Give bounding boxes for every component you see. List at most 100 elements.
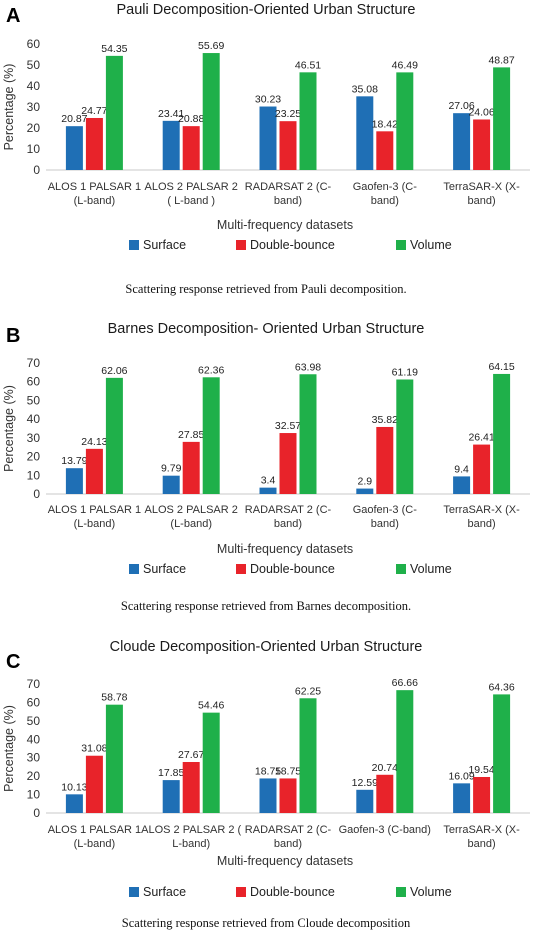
bar-surface bbox=[356, 488, 374, 494]
y-tick-label: 0 bbox=[33, 806, 40, 820]
y-tick-label: 10 bbox=[27, 788, 41, 802]
x-tick-label: RADARSAT 2 (C- bbox=[245, 181, 332, 193]
chart-title: Cloude Decomposition-Oriented Urban Stru… bbox=[110, 639, 423, 655]
bar-double-bounce bbox=[279, 778, 297, 813]
data-label: 20.88 bbox=[178, 113, 204, 125]
figure-caption: Scattering response retrieved from Cloud… bbox=[122, 916, 411, 930]
x-tick-label: ALOS 2 PALSAR 2 bbox=[145, 181, 238, 193]
data-label: 20.87 bbox=[61, 113, 87, 125]
data-label: 23.25 bbox=[275, 108, 301, 120]
bar-double-bounce bbox=[85, 755, 103, 813]
data-label: 63.98 bbox=[295, 361, 321, 373]
x-axis-label: Multi-frequency datasets bbox=[217, 854, 353, 868]
data-label: 27.67 bbox=[178, 749, 204, 761]
data-label: 19.54 bbox=[468, 764, 494, 776]
bar-volume bbox=[493, 694, 511, 813]
bar-double-bounce bbox=[376, 426, 394, 494]
x-tick-label: (L-band) bbox=[74, 518, 116, 530]
y-tick-label: 30 bbox=[27, 751, 41, 765]
legend-entry: Double-bounce bbox=[250, 238, 335, 252]
y-tick-label: 70 bbox=[27, 677, 41, 691]
legend-swatch bbox=[129, 240, 139, 250]
y-tick-label: 60 bbox=[27, 37, 41, 51]
x-tick-label: (L-band) bbox=[74, 195, 116, 207]
bar-surface bbox=[356, 96, 374, 170]
legend-entry: Volume bbox=[410, 885, 452, 899]
chart-panel-a: A Pauli Decomposition-Oriented Urban Stru… bbox=[2, 2, 530, 296]
bar-surface bbox=[259, 106, 277, 170]
bar-volume bbox=[493, 67, 511, 170]
y-tick-label: 10 bbox=[27, 468, 41, 482]
bar-volume bbox=[105, 704, 123, 813]
y-tick-label: 0 bbox=[33, 163, 40, 177]
y-tick-label: 50 bbox=[27, 714, 41, 728]
x-tick-label: Gaofen-3 (C- bbox=[353, 181, 418, 193]
figure-caption: Scattering response retrieved from Pauli… bbox=[125, 282, 406, 296]
chart-panel-b: B Barnes Decomposition- Oriented Urban St… bbox=[2, 321, 530, 613]
bar-surface bbox=[162, 120, 180, 170]
bar-surface bbox=[453, 476, 471, 494]
bar-double-bounce bbox=[376, 131, 394, 170]
x-tick-label: ALOS 1 PALSAR 1 bbox=[48, 824, 141, 836]
bar-surface bbox=[65, 468, 83, 494]
bar-double-bounce bbox=[473, 119, 491, 170]
legend-swatch bbox=[236, 564, 246, 574]
data-label: 64.36 bbox=[488, 681, 514, 693]
data-label: 46.49 bbox=[392, 59, 418, 71]
bar-double-bounce bbox=[85, 117, 103, 170]
data-label: 54.35 bbox=[101, 43, 127, 55]
data-label: 31.08 bbox=[81, 743, 107, 755]
x-tick-label: RADARSAT 2 (C- bbox=[245, 824, 332, 836]
y-tick-label: 60 bbox=[27, 695, 41, 709]
bar-volume bbox=[202, 712, 220, 813]
y-tick-label: 0 bbox=[33, 487, 40, 501]
legend-entry: Volume bbox=[410, 562, 452, 576]
data-label: 20.74 bbox=[372, 762, 398, 774]
data-label: 30.23 bbox=[255, 94, 281, 106]
bar-double-bounce bbox=[279, 433, 297, 494]
bar-volume bbox=[105, 377, 123, 494]
data-label: 2.9 bbox=[357, 476, 372, 488]
bar-surface bbox=[65, 794, 83, 813]
x-tick-label: TerraSAR-X (X- bbox=[443, 504, 520, 516]
bar-double-bounce bbox=[182, 762, 200, 813]
bar-volume bbox=[202, 377, 220, 494]
legend-entry: Surface bbox=[143, 238, 186, 252]
x-tick-label: (L-band) bbox=[74, 838, 116, 850]
data-label: 55.69 bbox=[198, 40, 224, 52]
data-label: 32.57 bbox=[275, 420, 301, 432]
legend-swatch bbox=[236, 887, 246, 897]
bar-volume bbox=[396, 379, 414, 494]
y-tick-label: 40 bbox=[27, 79, 41, 93]
panel-letter: A bbox=[6, 5, 20, 27]
bar-surface bbox=[65, 126, 83, 170]
data-label: 27.06 bbox=[448, 100, 474, 112]
figure-caption: Scattering response retrieved from Barne… bbox=[121, 599, 411, 613]
legend-entry: Surface bbox=[143, 885, 186, 899]
data-label: 16.09 bbox=[448, 770, 474, 782]
legend-swatch bbox=[129, 564, 139, 574]
data-label: 13.79 bbox=[61, 455, 87, 467]
legend-swatch bbox=[396, 887, 406, 897]
legend-entry: Double-bounce bbox=[250, 885, 335, 899]
data-label: 35.08 bbox=[352, 83, 378, 95]
y-axis-label: Percentage (%) bbox=[2, 64, 16, 151]
bar-double-bounce bbox=[279, 121, 297, 170]
bar-double-bounce bbox=[182, 441, 200, 494]
bar-surface bbox=[259, 778, 277, 813]
x-tick-label: RADARSAT 2 (C- bbox=[245, 504, 332, 516]
chart-title: Pauli Decomposition-Oriented Urban Struc… bbox=[117, 2, 416, 18]
y-axis-label: Percentage (%) bbox=[2, 385, 16, 472]
data-label: 58.78 bbox=[101, 692, 127, 704]
data-label: 12.59 bbox=[352, 777, 378, 789]
x-tick-label: (L-band) bbox=[170, 518, 212, 530]
y-tick-label: 40 bbox=[27, 412, 41, 426]
x-tick-label: TerraSAR-X (X- bbox=[443, 181, 520, 193]
data-label: 23.41 bbox=[158, 108, 184, 120]
bar-volume bbox=[105, 55, 123, 170]
panel-letter: B bbox=[6, 325, 20, 347]
legend-swatch bbox=[236, 240, 246, 250]
data-label: 3.4 bbox=[261, 475, 276, 487]
x-tick-label: Gaofen-3 (C- bbox=[353, 504, 418, 516]
